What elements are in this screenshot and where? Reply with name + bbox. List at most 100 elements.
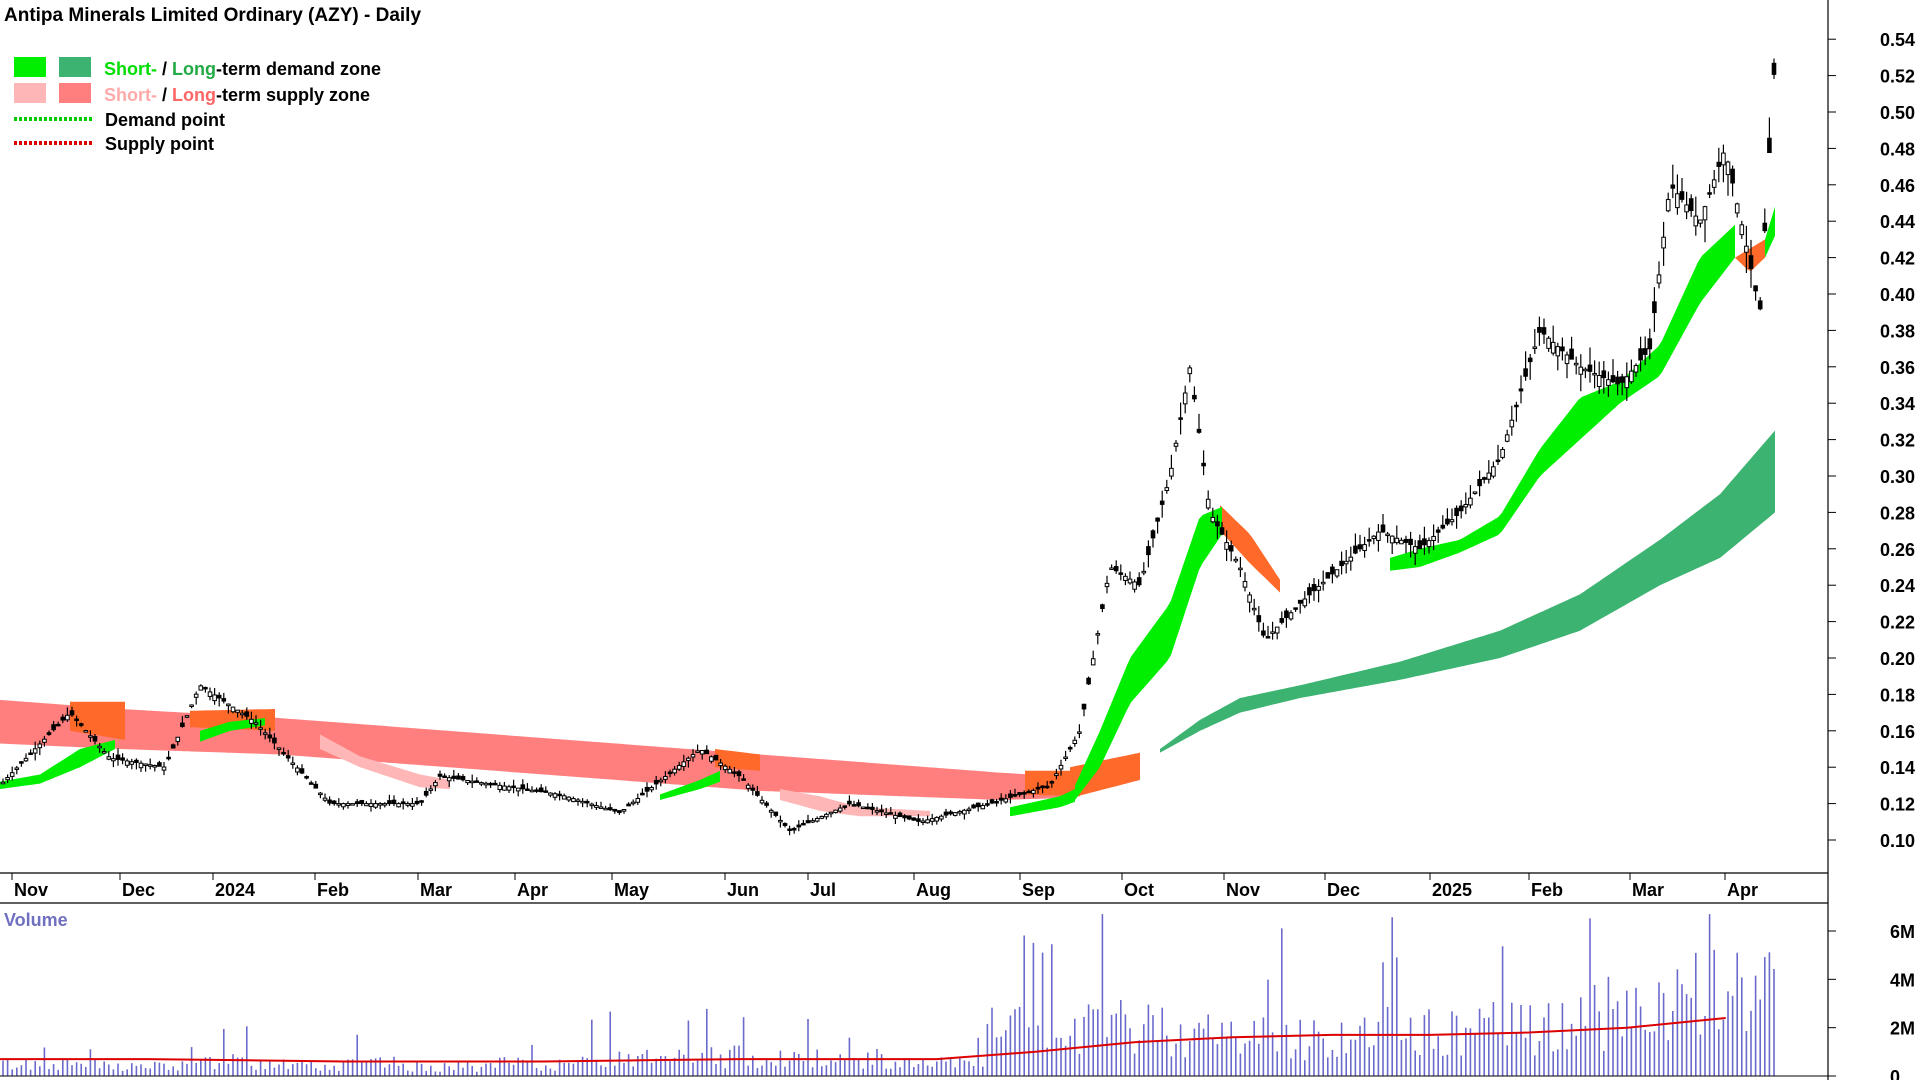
candle-body: [23, 757, 29, 762]
legend-supply-zone: Short- / Long-term supply zone: [104, 85, 370, 105]
x-tick-label: Apr: [1727, 880, 1758, 900]
candle-body: [19, 761, 24, 764]
candle-body: [819, 815, 825, 819]
candle-body: [667, 771, 673, 775]
candle-body: [598, 806, 604, 809]
candle-body: [336, 803, 342, 806]
candle-body: [750, 787, 756, 791]
candle-body: [433, 782, 438, 787]
short-term-demand-zone: [0, 739, 115, 789]
candle-body: [870, 806, 875, 810]
candle-body: [451, 775, 457, 779]
x-tick-label: Feb: [317, 880, 349, 900]
candle-body: [994, 801, 999, 804]
candle-body: [824, 813, 829, 818]
legend-swatch-long-supply: [59, 83, 91, 103]
candle-body: [594, 805, 599, 808]
candle-body: [1090, 658, 1096, 666]
candle-body: [1311, 583, 1317, 592]
candle-body: [1353, 545, 1358, 554]
candle-body: [258, 727, 263, 730]
candle-body: [1656, 274, 1662, 284]
candle-body: [1330, 566, 1335, 575]
candle-body: [239, 712, 245, 716]
legend-supply-point: Supply point: [105, 134, 214, 154]
candle-body: [244, 711, 250, 717]
candle-body: [1178, 417, 1183, 420]
candle-body: [617, 810, 622, 814]
candle-body: [603, 807, 608, 811]
y-tick-label: 0.48: [1880, 139, 1915, 159]
candle-body: [957, 810, 963, 814]
candle-body: [888, 812, 894, 815]
candle-body: [1132, 581, 1137, 590]
candle-body: [676, 765, 682, 770]
candle-body: [787, 828, 792, 831]
candle-body: [552, 793, 558, 798]
y-tick-label: 0.22: [1880, 613, 1915, 633]
x-tick-label: Mar: [1632, 880, 1664, 900]
x-tick-label: Mar: [420, 880, 452, 900]
candle-body: [1698, 219, 1703, 224]
candle-body: [442, 775, 447, 779]
candle-body: [1279, 618, 1285, 623]
candle-body: [1633, 365, 1639, 373]
y-axis-ticks: 0.54 0.52 0.50 0.48 0.46 0.44 0.42 0.40 0.38 0.36…: [1828, 30, 1915, 851]
candle-body: [548, 792, 553, 796]
candle-body: [1601, 370, 1607, 379]
candle-body: [1228, 545, 1234, 552]
candle-body: [653, 779, 659, 785]
candle-body: [1445, 518, 1450, 525]
candle-body: [1297, 599, 1303, 604]
y-tick-label: 0.32: [1880, 431, 1915, 451]
candle-body: [327, 799, 332, 804]
y-tick-label: 0.14: [1880, 758, 1915, 778]
candle-body: [152, 765, 158, 768]
candle-body: [939, 815, 944, 820]
candle-body: [543, 790, 549, 793]
candle-body: [1150, 530, 1156, 539]
chart-title: Antipa Minerals Limited Ordinary (AZY) -…: [4, 5, 421, 26]
candle-body: [111, 758, 116, 762]
candle-body: [1261, 630, 1266, 636]
candle-body: [1113, 566, 1119, 572]
y-tick-label: 0.42: [1880, 249, 1915, 269]
candle-body: [1012, 794, 1018, 797]
candle-body: [1270, 631, 1275, 634]
candle-body: [364, 803, 369, 807]
short-term-demand-zone: [200, 718, 265, 742]
volume-label: Volume: [4, 910, 68, 930]
candle-body: [805, 820, 811, 824]
long-term-demand-zone: [1160, 430, 1775, 753]
candle-body: [1422, 538, 1427, 546]
candle-body: [1629, 370, 1634, 383]
y-tick-label: 0.28: [1880, 503, 1915, 523]
candle-body: [1458, 505, 1464, 512]
candle-body: [1491, 466, 1496, 477]
candle-body: [1564, 354, 1570, 365]
x-tick-label: Jul: [810, 880, 836, 900]
candle-body: [1247, 594, 1252, 603]
candle-body: [911, 817, 917, 821]
candle-body: [405, 803, 411, 806]
candle-body: [1003, 798, 1009, 803]
candle-body: [1573, 362, 1579, 366]
candle-body: [1371, 535, 1377, 540]
candle-body: [686, 757, 691, 762]
candle-body: [1109, 567, 1114, 570]
x-tick-label: Dec: [122, 880, 155, 900]
candle-body: [727, 768, 733, 774]
candle-body: [1376, 531, 1381, 541]
candle-body: [1744, 245, 1749, 253]
candle-body: [952, 812, 958, 816]
candle-body: [483, 782, 489, 786]
candle-body: [1610, 375, 1616, 383]
short-term-supply-zone: [320, 734, 450, 789]
candle-body: [1555, 346, 1561, 357]
candle-body: [1661, 236, 1666, 249]
y-tick-label: 0.18: [1880, 685, 1915, 705]
candle-body: [1224, 542, 1229, 550]
candle-body: [1284, 610, 1289, 619]
candle-body: [1159, 500, 1165, 505]
candle-body: [814, 818, 820, 822]
